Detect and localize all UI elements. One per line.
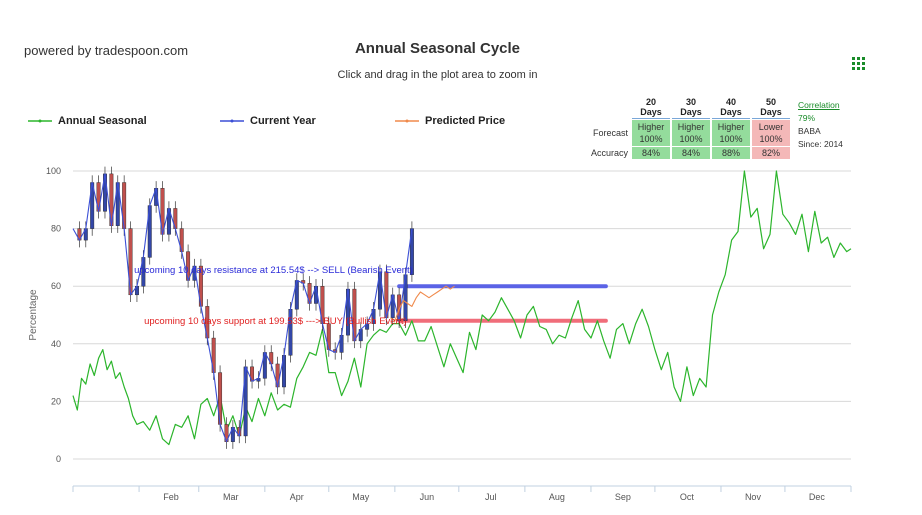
accuracy-cell: 82%: [752, 147, 791, 159]
x-tick-label: Oct: [680, 492, 695, 502]
chart-subtitle: Click and drag in the plot area to zoom …: [337, 69, 538, 81]
correlation-link[interactable]: Correlation: [798, 100, 840, 110]
forecast-cell: Higher 100%: [672, 120, 711, 146]
price-level-label: upcoming 10 days support at 199.53$ --->…: [144, 316, 407, 327]
forecast-direction: Higher: [637, 122, 665, 132]
stats-header-30: 30 Days: [672, 96, 711, 119]
legend-line-icon: [395, 119, 419, 123]
forecast-cell: Higher 100%: [712, 120, 751, 146]
y-tick-label: 100: [46, 166, 61, 176]
legend-item-current-year[interactable]: Current Year: [220, 113, 316, 129]
stats-header-40: 40 Days: [712, 96, 751, 119]
series-current-year: [72, 173, 413, 443]
x-tick-label: Dec: [809, 492, 826, 502]
stats-header-20: 20 Days: [632, 96, 671, 119]
y-tick-label: 60: [51, 281, 61, 291]
x-tick-label: Mar: [223, 492, 239, 502]
y-tick-label: 40: [51, 339, 61, 349]
correlation-value: 79%: [798, 113, 816, 123]
y-tick-label: 0: [56, 454, 61, 464]
forecast-pct: 100%: [639, 134, 663, 144]
legend-label: Predicted Price: [425, 115, 506, 127]
ticker-symbol: BABA: [798, 126, 821, 136]
accuracy-row-label: Accuracy: [591, 148, 629, 158]
x-tick-label: Jul: [485, 492, 497, 502]
stats-header-50: 50 Days: [752, 96, 791, 119]
forecast-cell: Higher 100%: [632, 120, 671, 146]
forecast-row-label: Forecast: [593, 128, 629, 138]
forecast-cell: Lower 100%: [752, 120, 791, 146]
legend-label: Current Year: [250, 115, 316, 127]
x-tick-label: Nov: [745, 492, 762, 502]
accuracy-cell: 84%: [672, 147, 711, 159]
forecast-direction: Higher: [717, 122, 745, 132]
forecast-pct: 100%: [679, 134, 703, 144]
legend-line-icon: [220, 119, 244, 123]
forecast-pct: 100%: [719, 134, 743, 144]
y-tick-label: 20: [51, 396, 61, 406]
forecast-direction: Higher: [677, 122, 705, 132]
x-tick-label: Feb: [163, 492, 179, 502]
grid-menu-icon[interactable]: [852, 57, 866, 71]
x-tick-label: Apr: [290, 492, 304, 502]
x-tick-label: Jun: [420, 492, 435, 502]
series-annual-seasonal: [72, 170, 852, 446]
forecast-stats-table: 20 Days 30 Days 40 Days 50 Days Forecast…: [587, 95, 792, 160]
chart-title: Annual Seasonal Cycle: [354, 40, 521, 57]
x-tick-label: May: [352, 492, 370, 502]
legend-item-annual-seasonal[interactable]: Annual Seasonal: [28, 113, 147, 129]
legend-line-icon: [28, 119, 52, 123]
legend-label: Annual Seasonal: [58, 115, 147, 127]
x-tick-label: Aug: [549, 492, 565, 502]
accuracy-cell: 84%: [632, 147, 671, 159]
forecast-pct: 100%: [759, 134, 783, 144]
price-level-label: upcoming 10 days resistance at 215.54$ -…: [134, 265, 413, 276]
accuracy-cell: 88%: [712, 147, 751, 159]
powered-by-link[interactable]: powered by tradespoon.com: [24, 43, 189, 58]
y-tick-label: 80: [51, 224, 61, 234]
x-tick-label: Sep: [615, 492, 631, 502]
correlation-panel: Correlation 79% BABA Since: 2014: [798, 99, 843, 151]
since-label: Since: 2014: [798, 139, 843, 149]
legend-item-predicted-price[interactable]: Predicted Price: [395, 113, 505, 129]
forecast-direction: Lower: [758, 122, 784, 132]
series-predicted-price: [390, 285, 455, 322]
y-axis-title: Percentage: [28, 289, 39, 341]
candle-body: [409, 228, 414, 275]
